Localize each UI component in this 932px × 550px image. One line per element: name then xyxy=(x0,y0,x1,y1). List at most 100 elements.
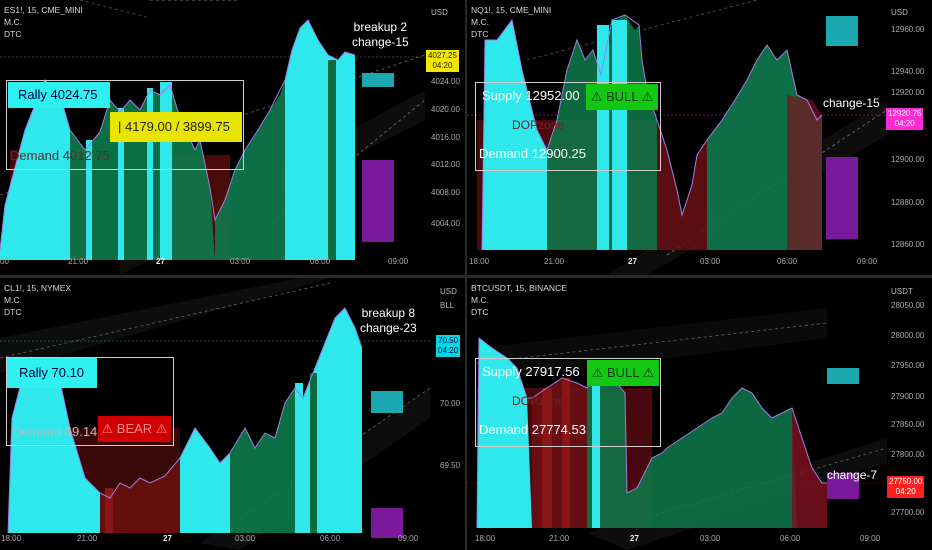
btc-price-tag: 27750.00 04:20 xyxy=(887,476,925,498)
btc-price-line xyxy=(476,336,827,529)
btc-area-green xyxy=(587,373,667,528)
cl-price-tag-time: 04:20 xyxy=(438,346,459,355)
btc-bar-cyan xyxy=(592,378,600,528)
nq-bull-badge: ⚠ BULL ⚠ xyxy=(586,84,658,110)
btc-ghost-label: DOPzone xyxy=(512,394,565,408)
nq-indicator-dtc[interactable]: DTC xyxy=(471,29,489,39)
btc-area-green2 xyxy=(667,388,797,528)
btc-xtick: 03:00 xyxy=(700,534,721,543)
es-xtick: 27 xyxy=(156,257,165,266)
cl-rally-label: Rally 70.10 xyxy=(7,358,97,388)
cl-indicator-mc[interactable]: M.C. xyxy=(4,295,22,305)
es-bar-cyan xyxy=(147,88,153,260)
nq-chart-canvas[interactable] xyxy=(467,0,932,275)
nq-rect-purple-marker xyxy=(826,157,858,239)
es-chart-canvas[interactable] xyxy=(0,0,465,275)
nq-note: change-15 xyxy=(823,96,880,110)
chart-pane-cl[interactable]: CL1!, 15, NYMEX M.C. DTC Rally 70.10 Dem… xyxy=(0,278,465,550)
btc-axis-unit: USDT xyxy=(891,287,913,296)
nq-rect-cyan-marker xyxy=(826,16,858,46)
es-zone-box xyxy=(6,80,244,170)
cl-bar-red xyxy=(105,488,113,533)
btc-ytick: 27950.00 xyxy=(891,361,925,370)
cl-rect-purple-marker xyxy=(371,508,403,538)
es-price-tag-time: 04:20 xyxy=(432,61,453,70)
nq-area-red2 xyxy=(787,95,822,250)
cl-trendline xyxy=(0,282,331,359)
chart-pane-nq[interactable]: NQ1!, 15, CME_MINI M.C. DTC Supply 12952… xyxy=(467,0,932,275)
es-range-label: | 4179.00 / 3899.75 xyxy=(110,112,242,142)
nq-trendline xyxy=(526,0,758,61)
es-symbol: ES1!, 15, CME_MINI xyxy=(4,5,83,15)
cl-rect-cyan-marker xyxy=(371,391,403,413)
nq-symbol: NQ1!, 15, CME_MINI xyxy=(471,5,552,15)
cl-ytick: 69.50 xyxy=(440,461,461,470)
cl-demand-label: Demand 69.14 xyxy=(12,424,98,439)
es-header: ES1!, 15, CME_MINI M.C. DTC xyxy=(4,4,83,40)
cl-xtick: 18:00 xyxy=(1,534,22,543)
cl-note-line: change-23 xyxy=(360,321,417,335)
es-indicator-mc[interactable]: M.C. xyxy=(4,17,22,27)
es-bar-green xyxy=(328,60,336,260)
es-xtick: 09:00 xyxy=(388,257,409,266)
es-xtick: 03:00 xyxy=(230,257,251,266)
cl-area-cyan2 xyxy=(180,428,230,533)
es-rect-purple-marker xyxy=(362,160,394,242)
btc-indicator-mc[interactable]: M.C. xyxy=(471,295,489,305)
nq-xtick: 06:00 xyxy=(777,257,798,266)
cl-price-tag: 70.50 04:20 xyxy=(436,335,461,357)
es-area-cyan2 xyxy=(285,20,355,260)
cl-xtick: 27 xyxy=(163,534,172,543)
cl-xtick: 21:00 xyxy=(77,534,98,543)
btc-indicator-dtc[interactable]: DTC xyxy=(471,307,489,317)
cl-note: breakup 8 change-23 xyxy=(360,306,417,336)
nq-bar-cyan xyxy=(612,20,627,250)
es-trendline xyxy=(79,0,151,19)
cl-zone-box xyxy=(6,357,174,446)
cl-price-line xyxy=(7,307,363,534)
es-area-green2 xyxy=(215,80,285,260)
nq-ytick: 12920.00 xyxy=(891,88,925,97)
es-area-cyan xyxy=(0,80,70,260)
es-axis-unit: USD xyxy=(431,8,448,17)
btc-note: change-7 xyxy=(827,468,878,482)
cl-indicator-dtc[interactable]: DTC xyxy=(4,307,22,317)
chart-pane-es[interactable]: ES1!, 15, CME_MINI M.C. DTC Rally 4024.7… xyxy=(0,0,465,275)
cl-xtick: 06:00 xyxy=(320,534,341,543)
pane-divider-horizontal[interactable] xyxy=(0,275,932,278)
btc-area-red2 xyxy=(792,408,827,528)
cl-xtick: 03:00 xyxy=(235,534,256,543)
btc-price-tag-value: 27750.00 xyxy=(889,477,923,486)
btc-symbol: BTCUSDT, 15, BINANCE xyxy=(471,283,567,293)
cl-area-cyan3 xyxy=(303,308,362,533)
btc-ytick: 27700.00 xyxy=(891,508,925,517)
btc-ytick: 28050.00 xyxy=(891,301,925,310)
es-demand-label: Demand 4012.75 xyxy=(10,148,110,163)
nq-price-tag-time: 04:20 xyxy=(894,119,915,128)
nq-xtick: 27 xyxy=(628,257,637,266)
btc-ytick: 28000.00 xyxy=(891,331,925,340)
btc-header: BTCUSDT, 15, BINANCE M.C. DTC xyxy=(471,282,567,318)
nq-demand-label: Demand 12900.25 xyxy=(479,146,586,161)
es-indicator-dtc[interactable]: DTC xyxy=(4,29,22,39)
es-ytick: 4020.00 xyxy=(431,105,460,114)
cl-area-green xyxy=(230,388,300,533)
nq-bar-cyan xyxy=(597,25,609,250)
nq-xtick: 03:00 xyxy=(700,257,721,266)
cl-axis-unit: USD xyxy=(440,287,457,296)
cl-ytick: 70.00 xyxy=(440,399,461,408)
btc-rect-cyan-marker xyxy=(827,368,859,384)
es-note: breakup 2 change-15 xyxy=(352,20,409,50)
btc-chart-canvas[interactable] xyxy=(467,278,932,550)
cl-symbol: CL1!, 15, NYMEX xyxy=(4,283,72,293)
chart-pane-btc[interactable]: BTCUSDT, 15, BINANCE M.C. DTC Supply 279… xyxy=(467,278,932,550)
es-ytick: 4024.00 xyxy=(431,77,460,86)
cl-xtick: 09:00 xyxy=(398,534,419,543)
btc-bar-red xyxy=(562,378,570,528)
cl-price-tag-value: 70.50 xyxy=(438,336,459,345)
btc-area-cyan xyxy=(477,338,532,528)
nq-indicator-mc[interactable]: M.C. xyxy=(471,17,489,27)
cl-bar-cyan xyxy=(295,383,303,533)
btc-demand-label: Demand 27774.53 xyxy=(479,422,586,437)
nq-zone-box xyxy=(475,82,661,171)
